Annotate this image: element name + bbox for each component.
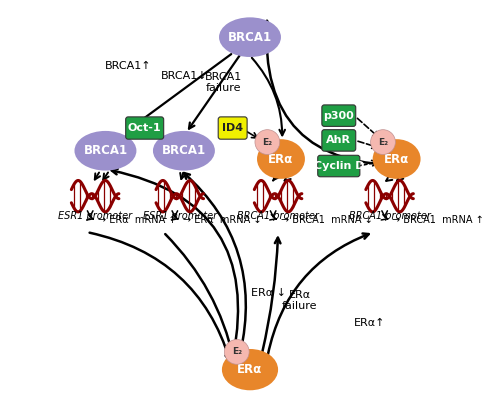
Text: → ERα  mRNA ↑: → ERα mRNA ↑ [98, 215, 176, 225]
Text: ERα ↓: ERα ↓ [251, 288, 286, 298]
Text: → BRCA1  mRNA ↑: → BRCA1 mRNA ↑ [392, 215, 484, 225]
Text: ERα: ERα [268, 152, 293, 166]
Text: BRCA1↑: BRCA1↑ [105, 61, 152, 71]
Text: BRCA1: BRCA1 [228, 31, 272, 44]
Circle shape [224, 339, 249, 364]
Text: ERα: ERα [238, 363, 262, 376]
Text: ERα
failure: ERα failure [282, 290, 318, 311]
Text: → BRCA1  mRNA ↓: → BRCA1 mRNA ↓ [281, 215, 372, 225]
Circle shape [370, 130, 396, 154]
Text: E₂: E₂ [378, 138, 388, 147]
FancyBboxPatch shape [322, 105, 356, 126]
Text: ESR1 promoter: ESR1 promoter [58, 211, 132, 221]
Text: E₂: E₂ [232, 347, 242, 356]
Text: ERα↑: ERα↑ [354, 318, 386, 328]
Ellipse shape [257, 139, 305, 179]
Text: E₂: E₂ [262, 138, 272, 147]
FancyBboxPatch shape [126, 117, 164, 139]
Text: BRCA1
failure: BRCA1 failure [204, 72, 242, 93]
Text: BRCA1: BRCA1 [162, 144, 206, 157]
FancyBboxPatch shape [318, 155, 360, 177]
FancyBboxPatch shape [218, 117, 247, 139]
Ellipse shape [74, 131, 136, 171]
Text: BRCA1 promoter: BRCA1 promoter [237, 211, 319, 221]
Text: BRCA1: BRCA1 [84, 144, 128, 157]
Text: BRCA1↓: BRCA1↓ [160, 71, 207, 81]
Text: ID4: ID4 [222, 123, 243, 133]
Ellipse shape [153, 131, 215, 171]
Circle shape [255, 130, 280, 154]
FancyBboxPatch shape [322, 130, 356, 151]
Ellipse shape [222, 349, 278, 390]
Text: Cyclin D: Cyclin D [314, 161, 364, 171]
Text: Oct-1: Oct-1 [128, 123, 162, 133]
Text: p300: p300 [324, 111, 354, 121]
Ellipse shape [219, 17, 281, 57]
Text: AhR: AhR [326, 135, 351, 145]
Text: → ERα  mRNA ↓: → ERα mRNA ↓ [182, 215, 261, 225]
Text: ERα: ERα [384, 152, 409, 166]
Text: BRCA1 promoter: BRCA1 promoter [348, 211, 430, 221]
Text: ESR1 promoter: ESR1 promoter [142, 211, 217, 221]
Ellipse shape [372, 139, 420, 179]
